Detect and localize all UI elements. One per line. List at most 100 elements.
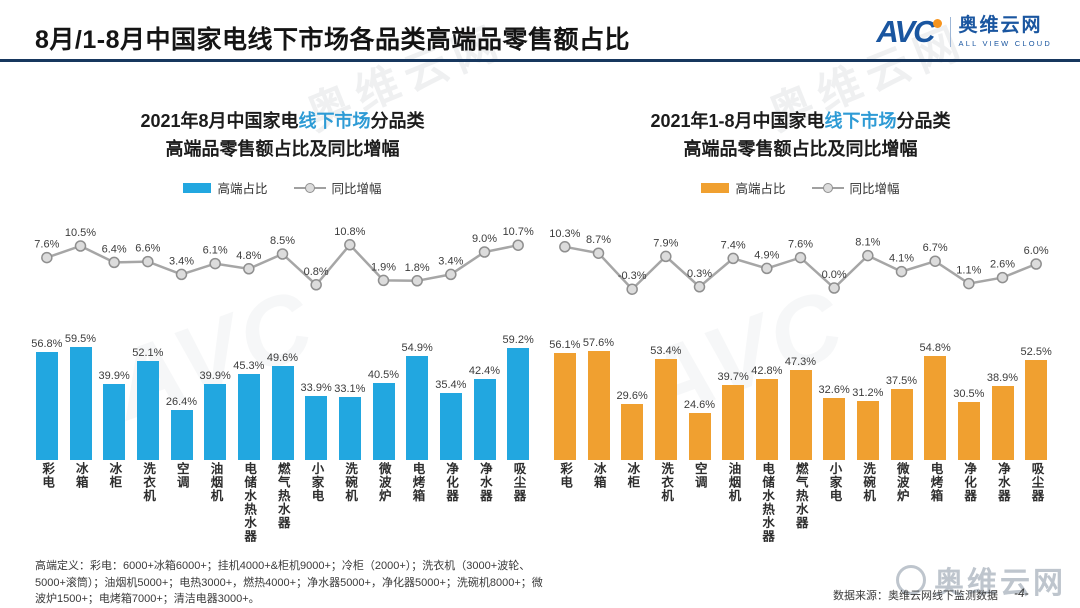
bar-value-label: 33.9% — [300, 381, 332, 394]
line-marker — [794, 251, 807, 264]
category-label-燃气热水器: 燃气热水器 — [793, 462, 808, 530]
bar-冰箱 — [69, 346, 92, 460]
line-value-label: 7.4% — [721, 239, 746, 251]
bar-洗碗机 — [338, 397, 361, 460]
line-marker — [592, 247, 605, 259]
bar-净水器 — [991, 386, 1014, 460]
bar-value-label: 32.6% — [818, 384, 850, 397]
line-value-label: 1.8% — [405, 262, 430, 274]
bar-value-label: 56.1% — [549, 339, 581, 352]
category-label-净化器: 净化器 — [444, 462, 459, 503]
category-label-彩电: 彩电 — [40, 462, 55, 489]
bar-吸尘器 — [1025, 360, 1048, 460]
bar-燃气热水器 — [789, 370, 812, 460]
line-value-label: 4.1% — [889, 253, 914, 265]
bar-空调 — [170, 409, 193, 460]
chart-title-highlight: 线下市场 — [298, 111, 371, 131]
avc-logo: AVC 奥维云网 ALL VIEW CLOUD — [876, 15, 1052, 48]
line-marker — [411, 275, 423, 287]
bar-微波炉 — [372, 383, 395, 460]
bar-value-label: 52.1% — [132, 347, 164, 360]
category-label-洗衣机: 洗衣机 — [141, 462, 156, 503]
category-label-电烤箱: 电烤箱 — [410, 462, 425, 503]
category-label-电烤箱: 电烤箱 — [928, 462, 943, 503]
bar-value-label: 40.5% — [367, 369, 400, 382]
line-value-label: 2.6% — [990, 259, 1015, 271]
logo-divider — [949, 16, 951, 47]
line-value-label: 10.3% — [549, 228, 580, 240]
line-marker — [862, 249, 874, 262]
line-value-label: -0.3% — [618, 270, 647, 282]
bar-value-label: 33.1% — [334, 383, 366, 396]
legend-line-label: 同比增幅 — [849, 182, 900, 196]
line-value-label: 6.6% — [135, 243, 160, 255]
category-label-燃气热水器: 燃气热水器 — [275, 462, 290, 530]
bar-value-label: 42.4% — [468, 365, 501, 378]
bar-微波炉 — [890, 388, 913, 460]
category-label-净水器: 净水器 — [995, 462, 1010, 503]
bar-value-label: 57.6% — [582, 336, 615, 349]
legend-item-line: 同比增幅 — [293, 178, 382, 197]
bar-冰箱 — [587, 350, 610, 460]
line-marker — [209, 257, 221, 270]
legend-line-label: 同比增幅 — [331, 182, 382, 196]
chart-panel-august: 2021年8月中国家电线下市场分品类 高端品零售额占比及同比增幅 高端占比 同比… — [30, 102, 535, 572]
line-marker — [929, 255, 941, 267]
legend-item-bar: 高端占比 — [701, 178, 786, 197]
line-value-label: 4.9% — [754, 249, 779, 261]
bar-value-label: 39.9% — [199, 370, 231, 383]
line-value-label: 0.8% — [304, 266, 329, 278]
bar-value-label: 39.9% — [98, 370, 130, 383]
legend: 高端占比 同比增幅 — [30, 178, 535, 197]
line-marker — [559, 241, 571, 253]
line-value-label: 10.8% — [334, 226, 365, 238]
bar-value-label: 30.5% — [953, 388, 985, 401]
line-value-label: 8.1% — [855, 237, 880, 249]
line-value-label: 8.7% — [586, 234, 611, 246]
plot-august: 56.8% 59.5% 39.9% 52.1% 26.4% 39.9% 45.3% 49.6%… — [30, 224, 535, 460]
category-axis: 彩电 冰箱 冰柜 洗衣机 空调 油烟机 电储水热水器 燃气热水器 小家电 洗碗机 微波炉 电烤箱 净化器… — [548, 462, 1053, 543]
line-marker — [142, 255, 154, 268]
chart-title-part: 2021年8月中国家电 — [140, 111, 299, 131]
line-marker — [761, 262, 773, 275]
bar-净水器 — [473, 379, 496, 460]
bar-value-label: 29.6% — [616, 389, 648, 402]
bar-value-label: 35.4% — [435, 378, 467, 391]
category-label-冰柜: 冰柜 — [107, 462, 122, 489]
bar-value-label: 49.6% — [266, 351, 299, 364]
bar-swatch-icon — [183, 182, 212, 193]
bar-value-label: 47.3% — [784, 356, 817, 369]
line-value-label: 3.4% — [438, 255, 463, 267]
line-marker — [727, 252, 739, 265]
line-value-label: 6.0% — [1024, 245, 1049, 257]
bar-value-label: 56.8% — [31, 338, 63, 351]
line-value-label: 10.5% — [65, 227, 96, 239]
line-marker — [276, 248, 289, 260]
logo-company-name: 奥维云网 — [958, 15, 1043, 36]
bar-冰柜 — [621, 403, 644, 460]
line-marker — [660, 250, 672, 263]
line-marker — [310, 279, 322, 291]
category-label-小家电: 小家电 — [309, 462, 324, 503]
line-marker — [344, 239, 356, 251]
category-axis: 彩电 冰箱 冰柜 洗衣机 空调 油烟机 电储水热水器 燃气热水器 小家电 洗碗机 微波炉 电烤箱 净化器… — [30, 462, 535, 543]
bar-value-label: 39.7% — [717, 370, 749, 383]
legend-bar-label: 高端占比 — [735, 182, 786, 196]
line-marker — [693, 281, 706, 293]
category-label-洗碗机: 洗碗机 — [861, 462, 876, 503]
page-number: -4- — [1014, 586, 1029, 600]
category-label-洗碗机: 洗碗机 — [343, 462, 358, 503]
category-label-净化器: 净化器 — [962, 462, 977, 503]
chart-title-part: 2021年1-8月中国家电 — [650, 111, 825, 131]
category-label-吸尘器: 吸尘器 — [511, 462, 526, 503]
bar-洗碗机 — [856, 400, 879, 460]
line-marker — [41, 251, 53, 264]
category-label-净水器: 净水器 — [477, 462, 492, 503]
bar-吸尘器 — [507, 347, 530, 460]
category-label-微波炉: 微波炉 — [894, 462, 909, 503]
chart-title-line2: 高端品零售额占比及同比增幅 — [683, 138, 918, 159]
chart-title-part: 分品类 — [370, 111, 425, 131]
category-label-空调: 空调 — [174, 462, 189, 489]
line-value-label: 6.7% — [923, 242, 948, 254]
line-value-label: 1.9% — [371, 261, 396, 273]
